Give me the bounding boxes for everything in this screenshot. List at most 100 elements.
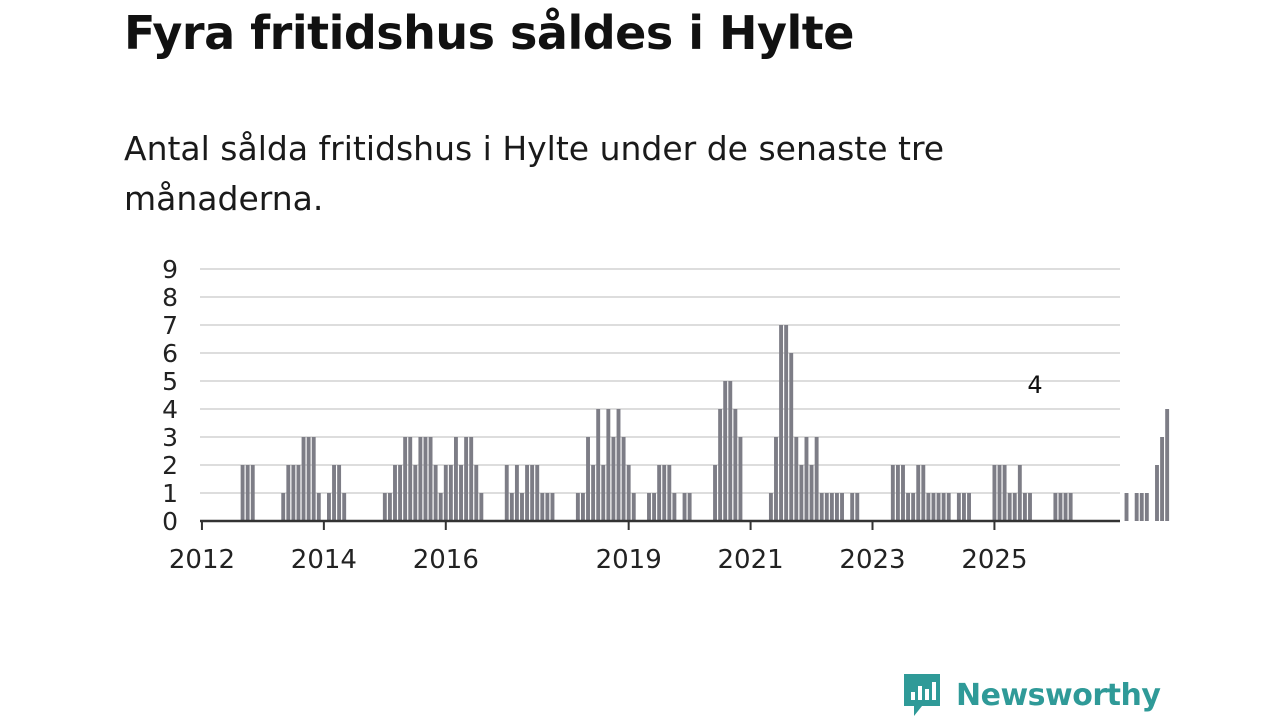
bar-2021-12 xyxy=(804,437,809,521)
bar-2016-08 xyxy=(479,493,484,521)
bar-2015-08 xyxy=(418,437,423,521)
bar-2012-09 xyxy=(240,465,245,521)
bar-2022-02 xyxy=(814,437,819,521)
bar-2025-07 xyxy=(1022,493,1027,521)
bar-2019-10 xyxy=(672,493,677,521)
bar-undefined xyxy=(1124,493,1129,521)
bar-undefined xyxy=(1155,465,1159,521)
bar-2023-08 xyxy=(906,493,911,521)
bar-2018-06 xyxy=(591,465,596,521)
newsworthy-logo-icon xyxy=(904,674,940,716)
bar-2023-07 xyxy=(901,465,905,521)
bar-2024-07 xyxy=(962,493,966,521)
x-tick-label: 2025 xyxy=(961,545,1027,575)
bar-2020-08 xyxy=(723,381,728,521)
bar-2025-01 xyxy=(992,465,997,521)
x-tick-label: 2023 xyxy=(839,545,905,575)
axes xyxy=(200,519,1120,530)
bar-2018-11 xyxy=(616,409,621,521)
bar-2019-02 xyxy=(631,493,636,521)
bar-2013-11 xyxy=(311,437,316,521)
bar-2024-06 xyxy=(956,493,961,521)
bar-2012-11 xyxy=(250,465,255,521)
x-tick-label: 2019 xyxy=(596,545,662,575)
bar-2017-07 xyxy=(535,465,540,521)
bar-2021-05 xyxy=(768,493,773,521)
bar-2016-06 xyxy=(469,437,474,521)
bar-undefined xyxy=(1058,493,1063,521)
bar-2013-05 xyxy=(281,493,286,521)
y-tick-label: 5 xyxy=(162,367,178,396)
bar-2023-11 xyxy=(921,465,926,521)
y-tick-label: 1 xyxy=(162,479,178,508)
bar-2024-03 xyxy=(941,493,946,521)
bar-2016-05 xyxy=(464,437,469,521)
bar-2021-08 xyxy=(784,325,789,521)
bar-2020-09 xyxy=(728,381,733,521)
bar-2025-02 xyxy=(997,465,1002,521)
bar-2016-04 xyxy=(459,465,463,521)
bar-2019-08 xyxy=(662,465,667,521)
bar-2020-11 xyxy=(738,437,743,521)
bar-2020-01 xyxy=(687,493,692,521)
bar-2021-06 xyxy=(774,437,778,521)
x-tick-label: 2016 xyxy=(413,545,479,575)
bar-2019-06 xyxy=(652,493,657,521)
bar-2017-09 xyxy=(545,493,550,521)
bar-2022-07 xyxy=(840,493,844,521)
bar-2015-05 xyxy=(403,437,408,521)
bar-2022-10 xyxy=(855,493,860,521)
y-tick-label: 3 xyxy=(162,423,178,452)
bar-2025-05 xyxy=(1012,493,1017,521)
newsworthy-logo: Newsworthy xyxy=(902,670,1162,720)
bar-2014-02 xyxy=(327,493,331,521)
bar-2021-07 xyxy=(779,325,784,521)
y-tick-label: 7 xyxy=(162,311,178,340)
bar-2018-04 xyxy=(581,493,585,521)
bar-undefined xyxy=(1068,493,1073,521)
bar-2023-05 xyxy=(890,465,895,521)
bar-2013-07 xyxy=(291,465,296,521)
bar-undefined xyxy=(1144,493,1149,521)
bar-2015-07 xyxy=(413,465,418,521)
bar-2018-07 xyxy=(596,409,601,521)
y-tick-label: 0 xyxy=(162,507,178,536)
bar-2022-04 xyxy=(824,493,829,521)
bar-2015-12 xyxy=(438,493,443,521)
bar-undefined xyxy=(1165,409,1170,521)
bar-2017-04 xyxy=(520,493,524,521)
bar-2015-01 xyxy=(382,493,387,521)
bar-2017-05 xyxy=(525,465,530,521)
bar-2016-03 xyxy=(454,437,458,521)
x-tick-label: 2012 xyxy=(169,545,235,575)
bar-undefined xyxy=(1160,437,1165,521)
bar-2019-01 xyxy=(626,465,631,521)
bar-2020-06 xyxy=(713,465,717,521)
y-tick-label: 8 xyxy=(162,283,178,312)
bar-2018-08 xyxy=(601,465,606,521)
bar-2023-09 xyxy=(911,493,916,521)
bar-2018-05 xyxy=(586,437,590,521)
bar-2019-05 xyxy=(647,493,651,521)
bar-2017-06 xyxy=(530,465,535,521)
bar-2014-05 xyxy=(342,493,347,521)
bar-2025-06 xyxy=(1017,465,1022,521)
bar-2025-03 xyxy=(1002,465,1007,521)
y-tick-label: 9 xyxy=(162,255,178,284)
bars xyxy=(240,325,1170,521)
y-tick-label: 2 xyxy=(162,451,178,480)
bar-2021-10 xyxy=(794,437,799,521)
bar-undefined xyxy=(1063,493,1068,521)
bar-2015-10 xyxy=(428,437,433,521)
bar-2025-04 xyxy=(1007,493,1012,521)
bar-2014-03 xyxy=(332,465,336,521)
y-tick-label: 4 xyxy=(162,395,178,424)
bar-2013-08 xyxy=(296,465,301,521)
bar-2015-06 xyxy=(408,437,413,521)
bar-2015-09 xyxy=(423,437,428,521)
bar-2022-06 xyxy=(835,493,839,521)
bar-2013-06 xyxy=(286,465,291,521)
bar-2020-10 xyxy=(733,409,738,521)
